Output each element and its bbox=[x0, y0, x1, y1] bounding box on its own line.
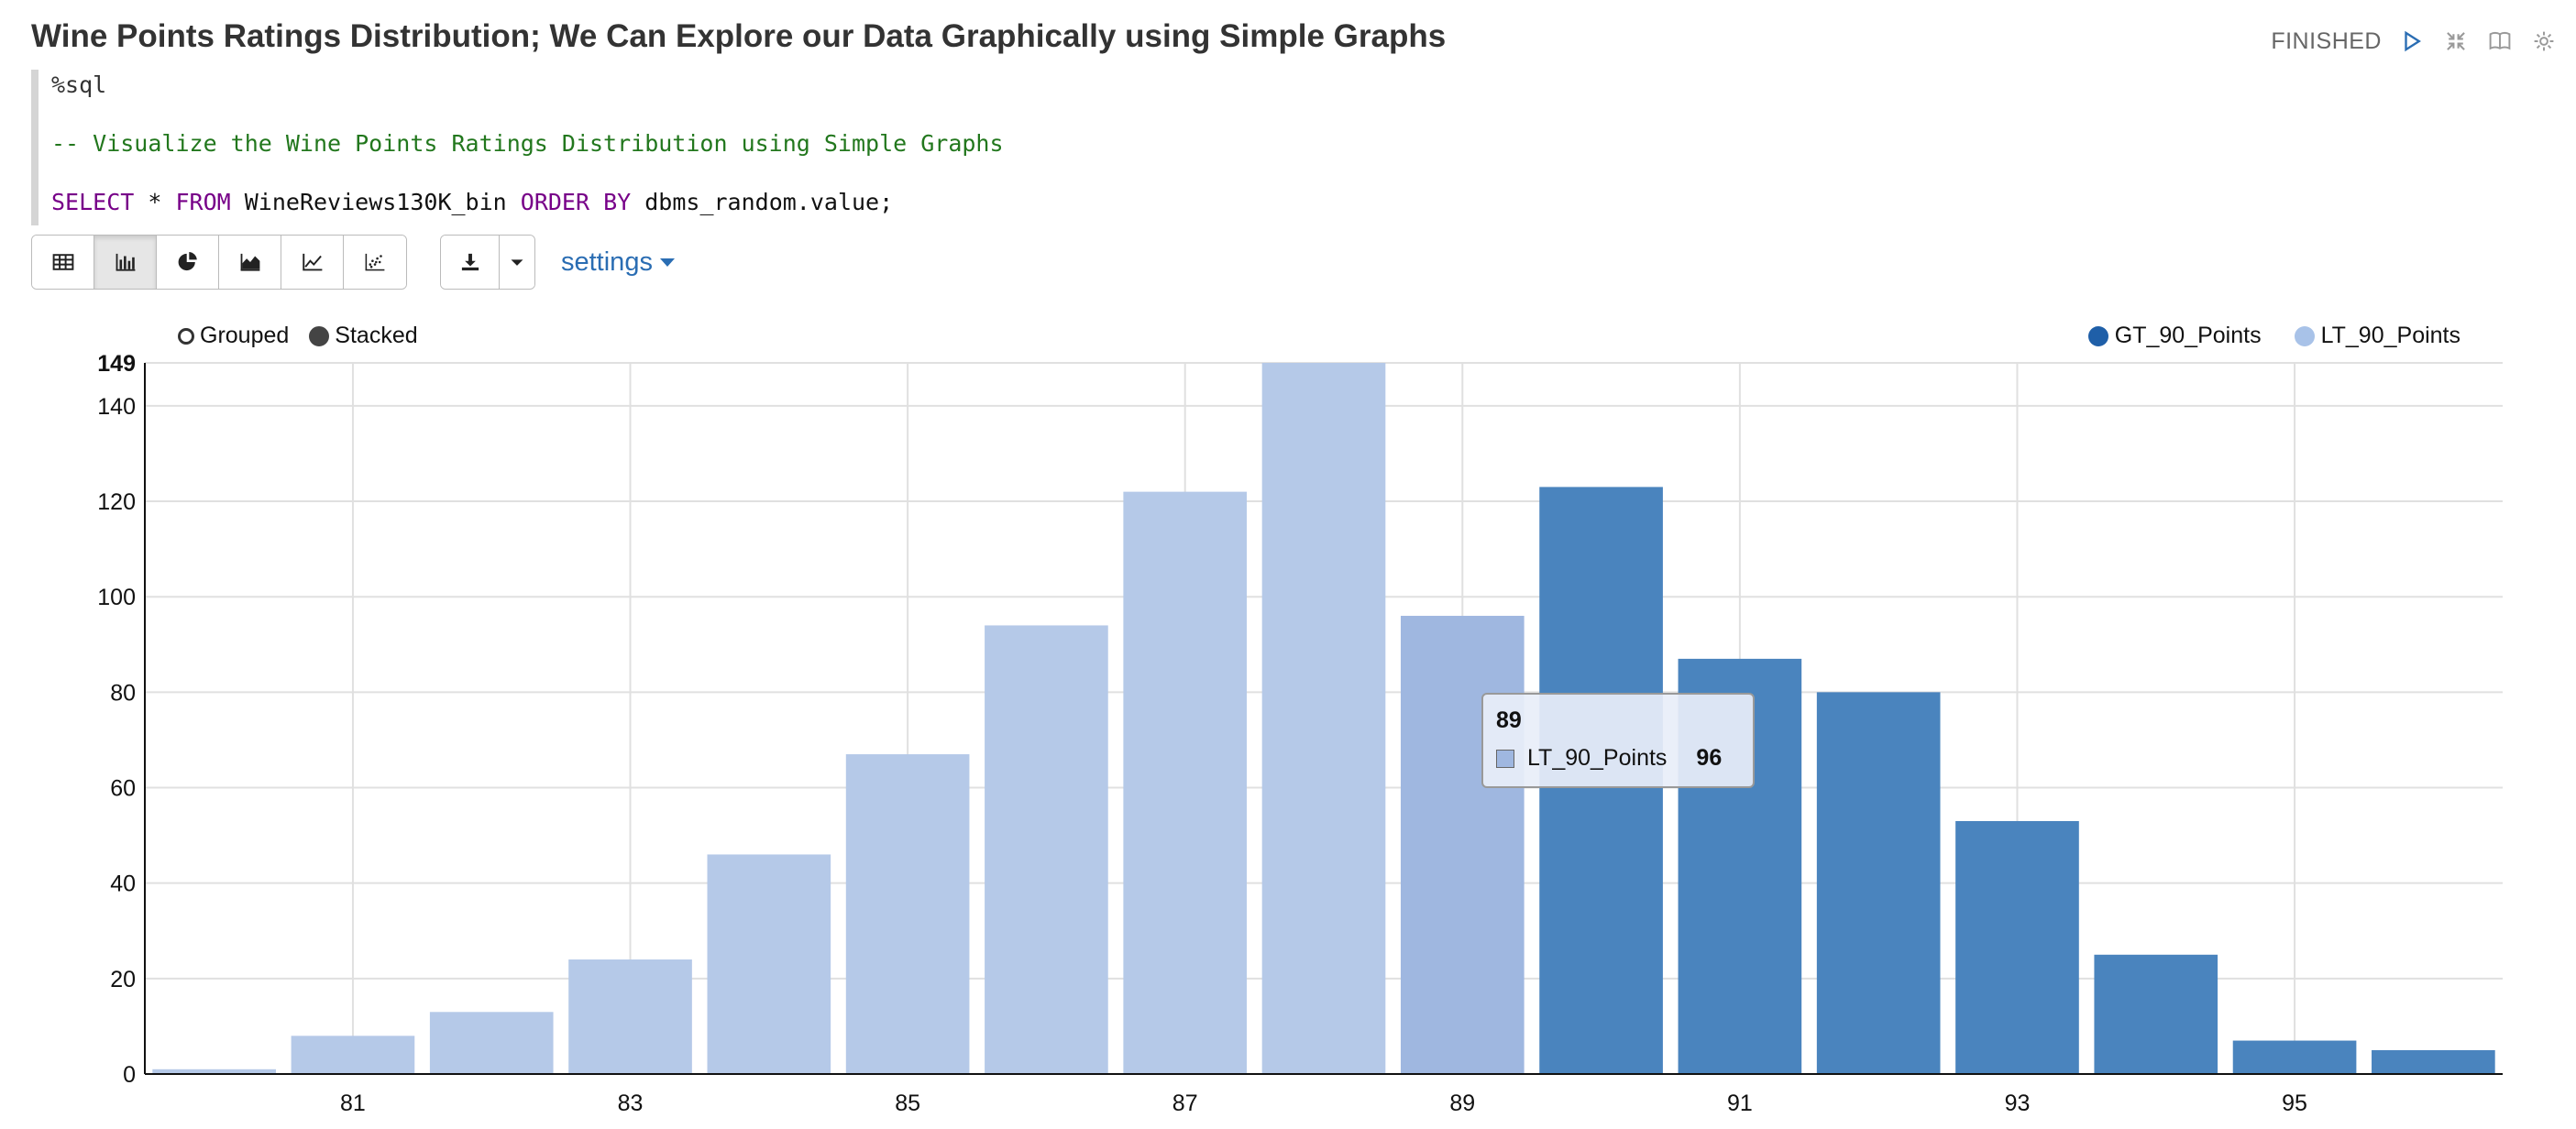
grouped-stacked-switch: Grouped Stacked bbox=[178, 323, 418, 349]
code-line-query: SELECT * FROM WineReviews130K_bin ORDER … bbox=[51, 189, 893, 215]
bar-chart-icon bbox=[116, 253, 135, 271]
legend-item-gt[interactable]: GT_90_Points bbox=[2087, 323, 2262, 349]
bar-lt-90-points bbox=[1400, 616, 1525, 1074]
y-tick-label: 40 bbox=[110, 871, 136, 897]
stacked-label: Stacked bbox=[335, 323, 418, 348]
bar-lt-90-points bbox=[152, 1069, 276, 1074]
keyword-order-by: ORDER BY bbox=[520, 189, 632, 215]
chart-legend: GT_90_Points LT_90_Points bbox=[2087, 323, 2460, 349]
scatter-chart-button[interactable] bbox=[344, 236, 406, 289]
bar-lt-90-points bbox=[985, 625, 1108, 1074]
legend-label: LT_90_Points bbox=[2320, 323, 2460, 348]
legend-dot-icon bbox=[2294, 325, 2315, 346]
y-tick-label: 0 bbox=[123, 1062, 136, 1088]
download-options-dropdown[interactable] bbox=[500, 236, 534, 289]
bar-lt-90-points bbox=[291, 1036, 415, 1074]
x-tick-label: 87 bbox=[1172, 1091, 1198, 1116]
scatter-chart-icon bbox=[365, 253, 385, 271]
tooltip-series: LT_90_Points bbox=[1527, 745, 1668, 771]
bar-chart: 0 20 40 60 80 100 120 140 149 81 83 85 87 89 91 93 95 bbox=[97, 351, 2503, 1116]
bar-gt-90-points bbox=[2372, 1049, 2495, 1074]
x-tick-label: 93 bbox=[2005, 1091, 2031, 1116]
bar-lt-90-points bbox=[845, 754, 970, 1074]
y-tick-label: 80 bbox=[110, 680, 136, 706]
bar-lt-90-points bbox=[568, 959, 692, 1074]
grouped-option[interactable]: Grouped bbox=[178, 323, 289, 349]
collapse-icon[interactable] bbox=[2442, 27, 2470, 55]
download-icon bbox=[461, 253, 479, 271]
x-tick-label: 91 bbox=[1727, 1091, 1753, 1116]
bar-lt-90-points bbox=[1123, 491, 1248, 1074]
download-group bbox=[440, 235, 535, 290]
bar-lt-90-points bbox=[429, 1012, 554, 1074]
keyword-select: SELECT bbox=[51, 189, 135, 215]
y-tick-label: 100 bbox=[97, 585, 136, 610]
x-tick-label: 81 bbox=[340, 1091, 366, 1116]
tooltip-value: 96 bbox=[1696, 745, 1723, 771]
y-tick-label: 120 bbox=[97, 489, 136, 515]
settings-label: settings bbox=[561, 247, 653, 277]
code-editor[interactable]: %sql -- Visualize the Wine Points Rating… bbox=[31, 70, 1322, 225]
paragraph-title: Wine Points Ratings Distribution; We Can… bbox=[31, 18, 1447, 54]
paragraph-controls: FINISHED bbox=[2271, 27, 2558, 55]
visualization-toolbar: settings bbox=[31, 235, 675, 290]
area-chart-icon bbox=[240, 253, 259, 271]
grouped-label: Grouped bbox=[200, 323, 290, 348]
table-icon bbox=[52, 254, 73, 270]
x-tick-label: 85 bbox=[895, 1091, 920, 1116]
gear-icon[interactable] bbox=[2530, 27, 2558, 55]
legend-dot-icon bbox=[2087, 325, 2108, 346]
caret-down-icon bbox=[659, 258, 675, 267]
legend-item-lt[interactable]: LT_90_Points bbox=[2294, 323, 2460, 349]
chart-tooltip: 89 LT_90_Points 96 bbox=[1481, 693, 1755, 788]
table-view-button[interactable] bbox=[32, 236, 94, 289]
run-icon[interactable] bbox=[2398, 27, 2426, 55]
bar-gt-90-points bbox=[1816, 692, 1941, 1074]
chevron-down-icon bbox=[511, 259, 523, 266]
book-icon[interactable] bbox=[2486, 27, 2514, 55]
code-fragment: * bbox=[134, 189, 176, 215]
download-button[interactable] bbox=[441, 236, 500, 289]
legend-label: GT_90_Points bbox=[2114, 323, 2262, 348]
tooltip-category: 89 bbox=[1496, 707, 1522, 733]
status-label: FINISHED bbox=[2271, 27, 2382, 54]
stacked-option[interactable]: Stacked bbox=[309, 323, 418, 349]
tooltip-row: LT_90_Points 96 bbox=[1496, 745, 1740, 772]
y-tick-label: 140 bbox=[97, 394, 136, 420]
x-tick-label: 89 bbox=[1449, 1091, 1475, 1116]
y-tick-label: 60 bbox=[110, 776, 136, 802]
bar-gt-90-points bbox=[2094, 954, 2218, 1074]
tooltip-swatch-icon bbox=[1496, 749, 1514, 768]
x-tick-label: 95 bbox=[2282, 1091, 2307, 1116]
line-chart-button[interactable] bbox=[281, 236, 344, 289]
area-chart-button[interactable] bbox=[219, 236, 281, 289]
bar-chart-button[interactable] bbox=[94, 236, 157, 289]
radio-selected-icon bbox=[309, 325, 330, 346]
code-fragment: WineReviews130K_bin bbox=[230, 189, 521, 215]
line-chart-icon bbox=[302, 253, 322, 271]
settings-toggle[interactable]: settings bbox=[561, 247, 675, 278]
y-tick-label: 20 bbox=[110, 967, 136, 992]
pie-chart-icon bbox=[178, 251, 197, 271]
code-line-comment: -- Visualize the Wine Points Ratings Dis… bbox=[51, 130, 1004, 157]
code-line-interpreter: %sql bbox=[51, 71, 107, 98]
x-tick-label: 83 bbox=[618, 1091, 644, 1116]
bar-lt-90-points bbox=[707, 854, 831, 1074]
radio-unselected-icon bbox=[178, 327, 194, 345]
bar-lt-90-points bbox=[1261, 363, 1386, 1074]
keyword-from: FROM bbox=[175, 189, 231, 215]
bar-gt-90-points bbox=[1955, 820, 2079, 1074]
code-fragment: dbms_random.value; bbox=[631, 189, 894, 215]
y-tick-label: 149 bbox=[97, 351, 136, 377]
chart-type-group bbox=[31, 235, 407, 290]
bar-gt-90-points bbox=[2232, 1040, 2357, 1074]
pie-chart-button[interactable] bbox=[157, 236, 219, 289]
